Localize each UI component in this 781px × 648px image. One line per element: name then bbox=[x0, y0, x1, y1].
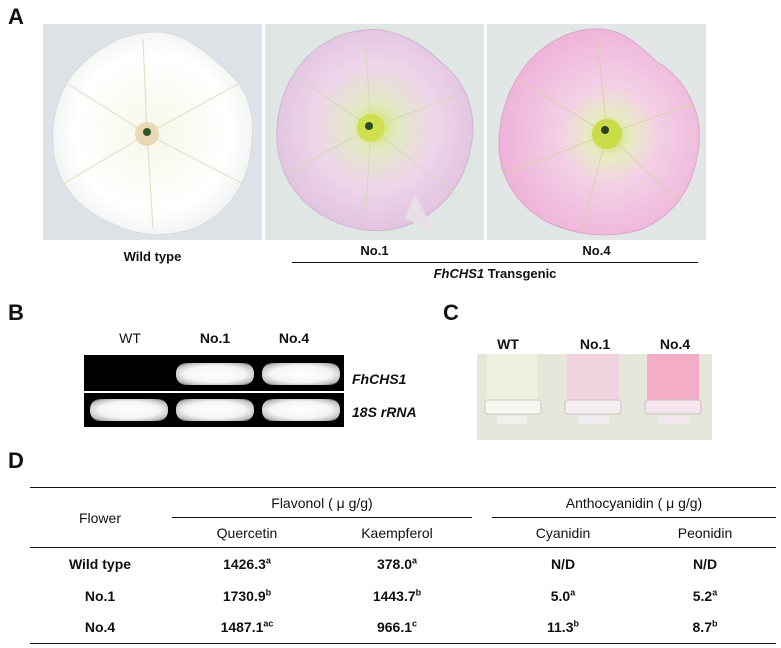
table-cell: 1730.9b bbox=[172, 588, 322, 604]
table-cell: N/D bbox=[492, 556, 634, 572]
lane-label-no1: No.1 bbox=[199, 330, 231, 346]
panel-label-c: C bbox=[443, 300, 459, 325]
gel-row-fhchs1 bbox=[84, 355, 344, 391]
label-wild-type: Wild type bbox=[123, 249, 182, 264]
table-cell-value: 1426.3 bbox=[223, 556, 266, 572]
gel-band-wt-18s bbox=[90, 399, 168, 421]
gel-row-18s-rrna bbox=[84, 393, 344, 427]
transgenic-gene-name: FhCHS1 bbox=[433, 266, 485, 281]
label-no4: No.4 bbox=[582, 243, 611, 258]
flower-photo-no1 bbox=[265, 24, 484, 240]
table-cell: 5.0a bbox=[492, 588, 634, 604]
table-row-label: No.4 bbox=[84, 619, 116, 635]
table-row-label: Wild type bbox=[68, 556, 132, 572]
table-cell-value: 11.3 bbox=[547, 619, 574, 635]
table-col-kaempferol: Kaempferol bbox=[361, 525, 433, 541]
table-bottom-rule bbox=[30, 643, 776, 644]
table-flavonol-rule bbox=[172, 517, 472, 518]
table-header-flower: Flower bbox=[78, 510, 121, 526]
transgenic-suffix: Transgenic bbox=[484, 266, 557, 281]
significance-letter: b bbox=[711, 618, 718, 629]
tube-label-wt: WT bbox=[497, 336, 519, 352]
label-no1: No.1 bbox=[360, 243, 389, 258]
table-anthocyanidin-rule bbox=[492, 517, 776, 518]
gel-label-18s-rrna: 18S rRNA bbox=[352, 404, 417, 420]
significance-letter: a bbox=[412, 555, 418, 566]
table-cell: 966.1c bbox=[322, 619, 472, 635]
panel-label-a: A bbox=[8, 4, 24, 29]
significance-letter: ac bbox=[263, 618, 274, 629]
table-row-label: No.1 bbox=[84, 588, 116, 604]
significance-letter: b bbox=[573, 618, 579, 629]
table-cell: 11.3b bbox=[492, 619, 634, 635]
lane-label-wt: WT bbox=[119, 330, 141, 346]
panel-label-b: B bbox=[8, 300, 24, 325]
table-col-peonidin: Peonidin bbox=[677, 525, 733, 541]
table-cell-value: 1443.7 bbox=[372, 588, 416, 604]
table-cell-value: 8.7 bbox=[692, 619, 712, 635]
table-top-rule bbox=[30, 487, 776, 488]
table-cell-value: 1730.9 bbox=[222, 588, 266, 604]
table-cell: N/D bbox=[634, 556, 776, 572]
table-header-rule bbox=[30, 547, 776, 548]
table-cell: 5.2a bbox=[634, 588, 776, 604]
significance-letter: c bbox=[412, 618, 418, 629]
table-col-quercetin: Quercetin bbox=[216, 525, 278, 541]
table-cell-value: N/D bbox=[692, 556, 718, 572]
table-cell: 1487.1ac bbox=[172, 619, 322, 635]
table-header-flavonol: Flavonol ( μ g/g) bbox=[271, 495, 373, 511]
gel-band-no4-fhchs1 bbox=[262, 363, 340, 385]
table-cell: 378.0a bbox=[322, 556, 472, 572]
tube-label-no4: No.4 bbox=[659, 336, 691, 352]
significance-letter: a bbox=[712, 587, 718, 598]
table-cell-value: 1487.1 bbox=[220, 619, 264, 635]
table-col-cyanidin: Cyanidin bbox=[535, 525, 591, 541]
significance-letter: b bbox=[415, 587, 422, 598]
significance-letter: a bbox=[570, 587, 576, 598]
lane-label-no4: No.4 bbox=[278, 330, 310, 346]
table-cell: 1426.3a bbox=[172, 556, 322, 572]
tube-label-no1: No.1 bbox=[579, 336, 611, 352]
gel-band-no4-18s bbox=[262, 399, 340, 421]
table-cell-value: 966.1 bbox=[376, 619, 413, 635]
significance-letter: b bbox=[265, 587, 272, 598]
flower-photo-wild-type bbox=[43, 24, 262, 240]
table-cell-value: 5.0 bbox=[550, 588, 571, 604]
transgenic-bracket-line bbox=[292, 262, 698, 263]
gel-band-no1-fhchs1 bbox=[176, 363, 254, 385]
significance-letter: a bbox=[265, 555, 271, 566]
table-cell-value: 378.0 bbox=[376, 556, 413, 572]
tube-photo bbox=[477, 354, 712, 440]
table-cell-value: N/D bbox=[550, 556, 576, 572]
transgenic-label: FhCHS1 Transgenic bbox=[292, 266, 698, 281]
table-cell: 8.7b bbox=[634, 619, 776, 635]
table-cell-value: 5.2 bbox=[692, 588, 713, 604]
gel-label-fhchs1: FhCHS1 bbox=[352, 371, 407, 387]
flower-photo-no4 bbox=[487, 24, 706, 240]
table-header-anthocyanidin: Anthocyanidin ( μ g/g) bbox=[565, 495, 703, 511]
table-cell: 1443.7b bbox=[322, 588, 472, 604]
panel-label-d: D bbox=[8, 448, 24, 473]
gel-band-no1-18s bbox=[176, 399, 254, 421]
